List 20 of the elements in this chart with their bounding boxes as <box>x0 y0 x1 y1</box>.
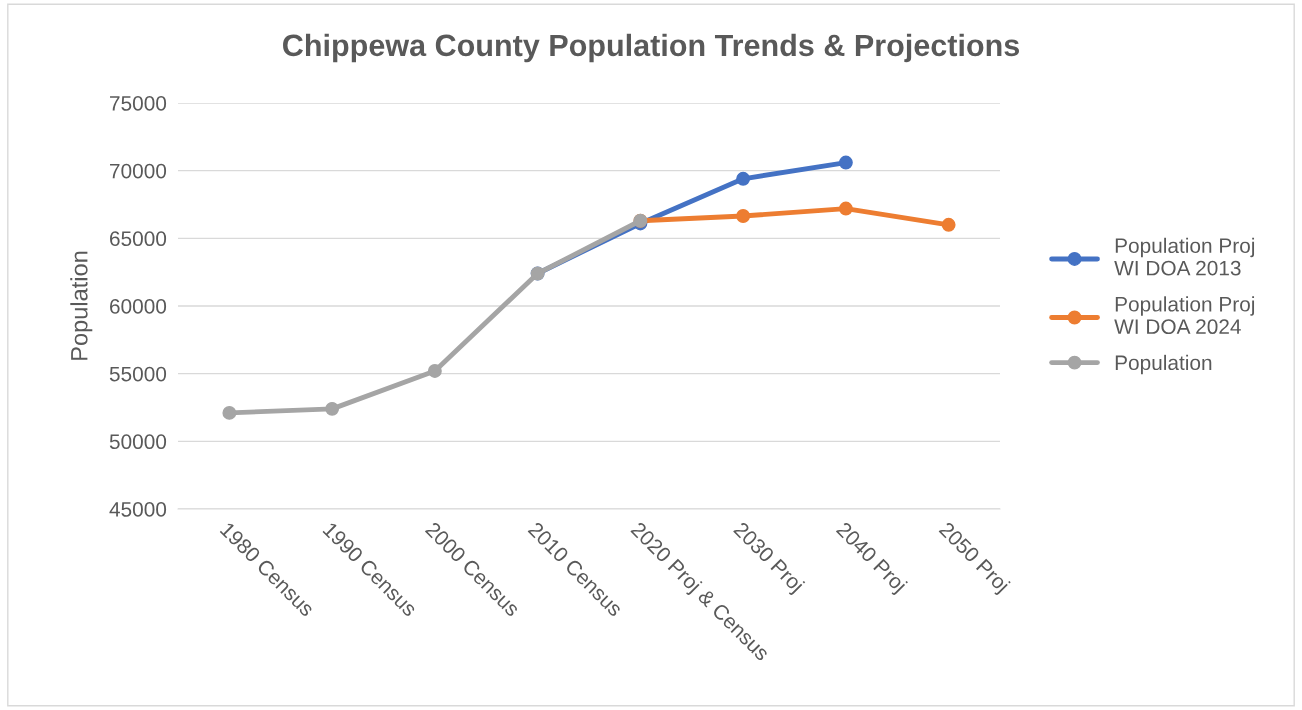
point <box>941 217 956 232</box>
legend-label: Population <box>1115 354 1212 375</box>
y-tick-label: 50000 <box>109 434 167 450</box>
y-tick-label: 45000 <box>109 502 167 517</box>
y-tick-label: 65000 <box>110 231 167 247</box>
legend-label: Population Proj WI DOA 2024 <box>1114 296 1255 335</box>
point <box>736 171 751 186</box>
y-tick-label: 60000 <box>110 299 167 314</box>
y-axis-title: Population <box>70 251 93 360</box>
point <box>838 155 853 170</box>
point <box>838 201 853 216</box>
point <box>427 364 442 378</box>
point <box>736 209 751 223</box>
y-tick-label: 75000 <box>110 96 167 111</box>
y-tick-label: 70000 <box>110 163 167 179</box>
chart-title: Chippewa County Population Trends & Projections <box>283 33 1020 63</box>
point <box>222 405 237 420</box>
point <box>325 401 340 416</box>
y-tick-label: 55000 <box>109 366 167 382</box>
legend-label: Population Proj WI DOA 2013 <box>1114 237 1255 276</box>
